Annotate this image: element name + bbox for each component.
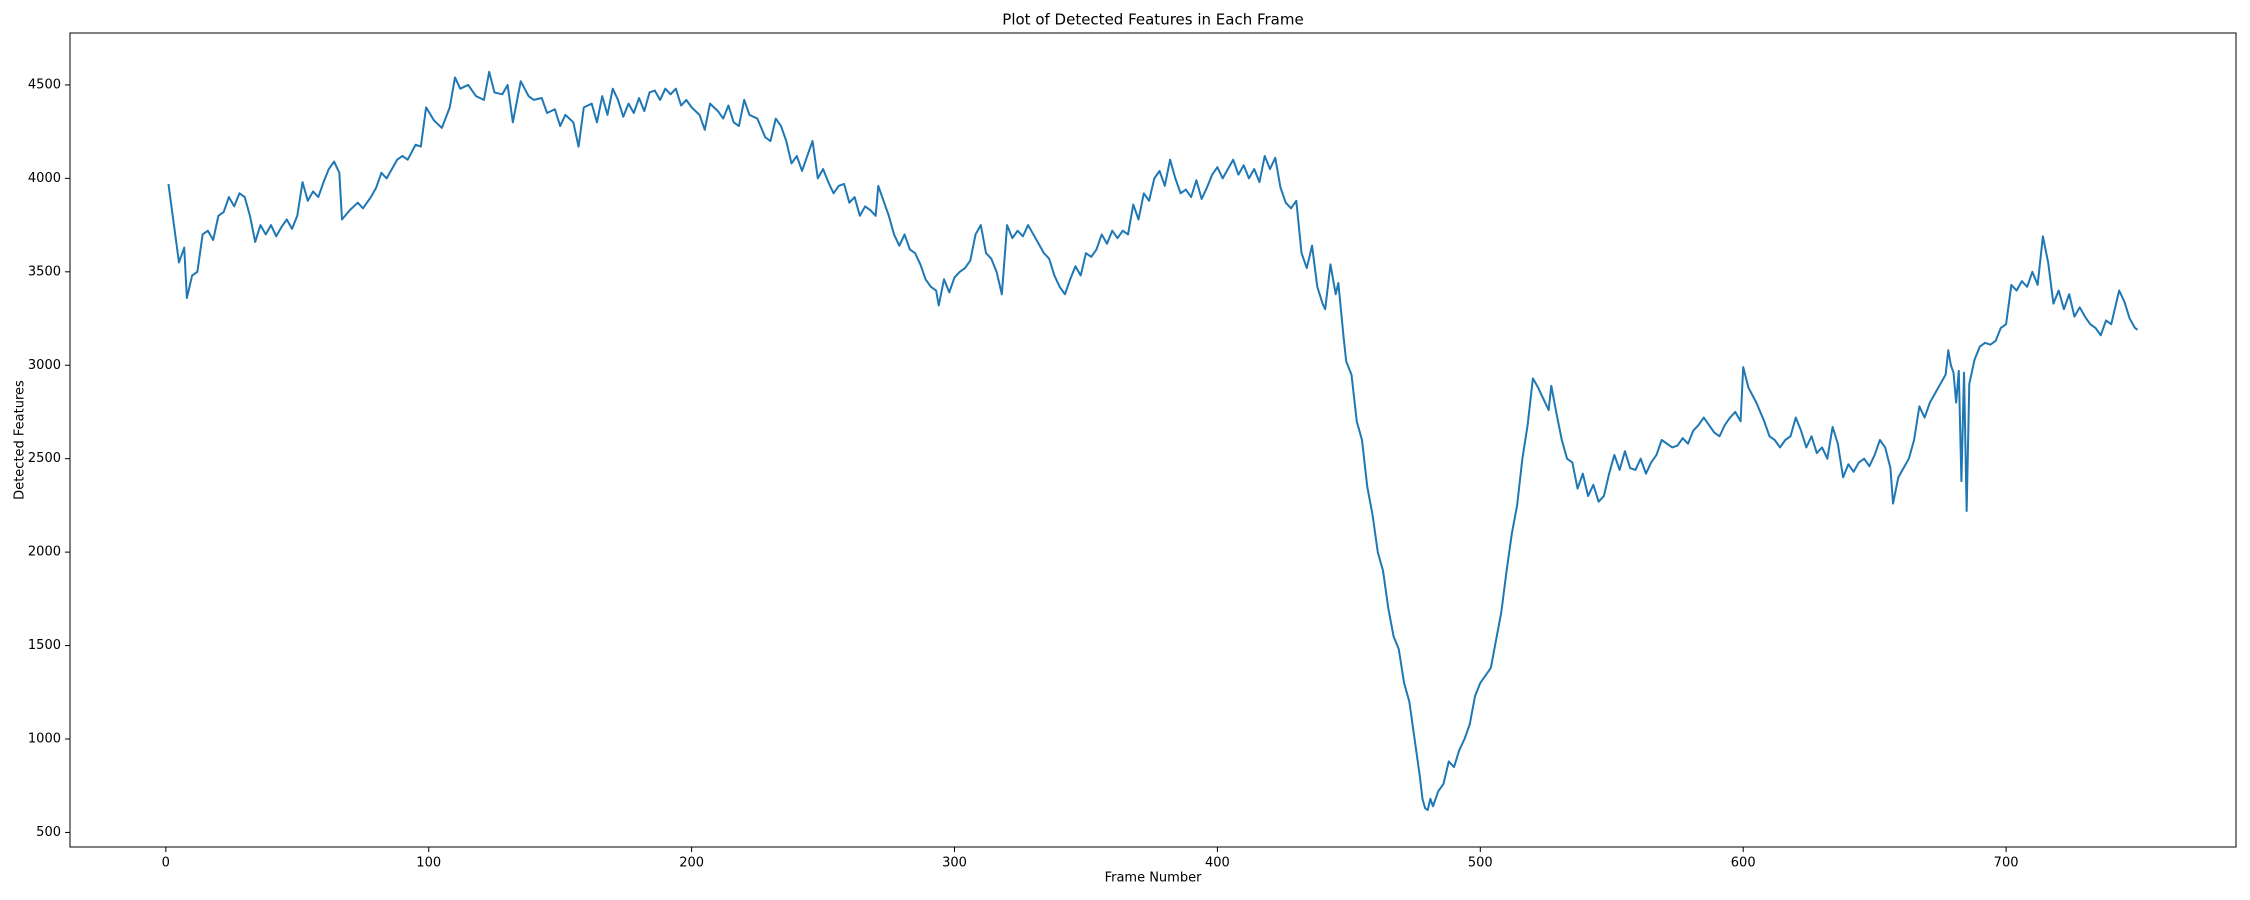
- x-tick-label: 200: [679, 856, 704, 871]
- y-tick-label: 2000: [28, 545, 61, 560]
- y-tick-label: 3000: [28, 358, 61, 373]
- y-tick-label: 2500: [28, 451, 61, 466]
- x-tick-label: 500: [1468, 856, 1493, 871]
- y-tick-label: 1000: [28, 731, 61, 746]
- y-tick-label: 1500: [28, 638, 61, 653]
- x-axis-label: Frame Number: [1105, 871, 1203, 886]
- y-tick-label: 4500: [28, 77, 61, 92]
- x-tick-label: 300: [942, 856, 967, 871]
- x-tick-label: 0: [162, 856, 170, 871]
- y-axis-label: Detected Features: [13, 380, 28, 500]
- y-tick-label: 500: [36, 825, 61, 840]
- x-tick-label: 600: [1731, 856, 1756, 871]
- y-tick-label: 4000: [28, 171, 61, 186]
- data-line: [167, 70, 2139, 811]
- x-tick-label: 400: [1205, 856, 1230, 871]
- x-tick-label: 100: [416, 856, 441, 871]
- x-tick-label: 700: [1994, 856, 2019, 871]
- plot-frame: [69, 32, 2237, 848]
- y-tick-label: 3500: [28, 264, 61, 279]
- chart-title: Plot of Detected Features in Each Frame: [1002, 11, 1303, 29]
